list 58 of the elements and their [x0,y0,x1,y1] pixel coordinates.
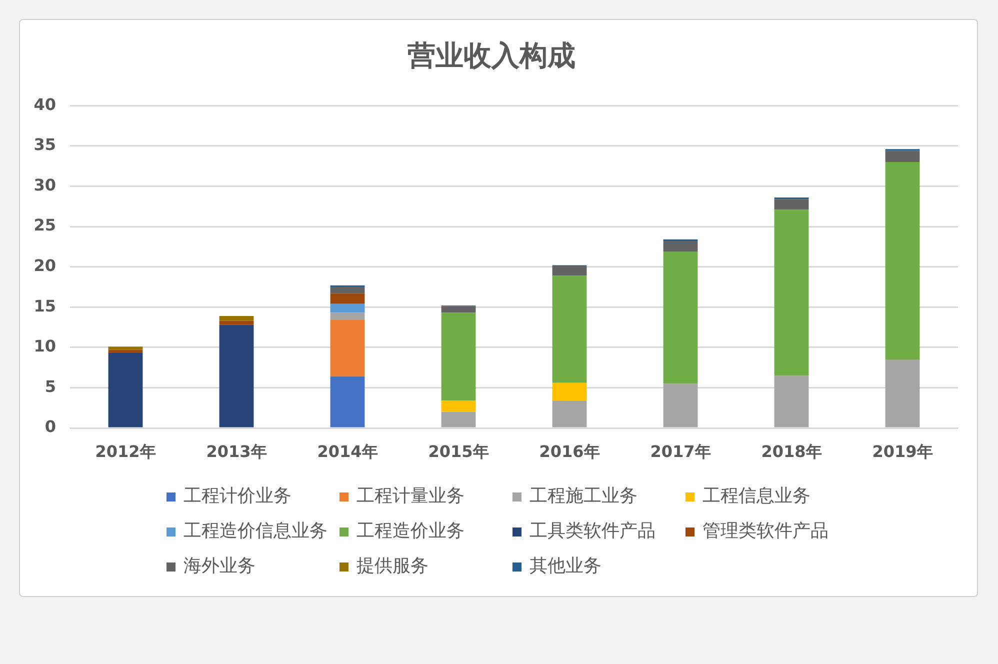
x-tick-label: 2018年 [761,442,822,461]
bar [441,400,476,412]
bar [774,376,809,428]
bar [774,199,809,210]
bar [330,304,365,313]
bar [885,162,920,360]
bar [552,400,587,428]
bar [108,353,143,428]
bar [330,286,365,294]
legend-label: 工程造价业务 [356,520,464,542]
bar [330,320,365,376]
legend-label: 工程造价信息业务 [184,520,328,542]
bar [774,210,809,376]
bar [885,150,920,162]
y-tick-label: 35 [34,135,56,154]
legend-label: 工程计价业务 [184,486,292,507]
bar [219,316,254,321]
legend-label: 工程计量业务 [356,486,464,507]
y-tick-label: 30 [34,175,56,194]
legend-label: 管理类软件产品 [702,520,828,542]
bar [219,324,254,428]
bar [663,384,698,428]
bar [552,382,587,401]
x-tick-label: 2017年 [650,442,711,461]
x-tick-label: 2015年 [428,442,489,461]
bar [330,376,365,428]
bar [441,312,476,401]
x-tick-label: 2013年 [206,442,267,461]
legend-label: 工程施工业务 [530,486,638,507]
y-tick-label: 10 [34,336,56,356]
y-tick-label: 15 [34,296,56,316]
bar [663,241,698,252]
x-tick-label: 2019年 [872,442,933,461]
bar [552,276,587,383]
x-tick-label: 2014年 [317,442,378,461]
chart-title: 营业收入构成 [406,39,576,72]
y-tick-label: 20 [34,256,56,275]
bar [330,312,365,320]
bar [552,266,587,276]
y-tick-label: 5 [44,376,56,396]
x-tick-label: 2016年 [539,442,600,461]
legend-label: 其他业务 [530,556,602,577]
y-tick-label: 0 [44,417,56,436]
bar [108,346,143,350]
bar [441,306,476,313]
legend-label: 海外业务 [184,556,256,577]
bar [885,359,920,428]
bar [663,251,698,384]
bar [108,350,143,354]
bar [219,320,254,325]
y-tick-label: 40 [34,94,56,114]
x-tick-label: 2012年 [95,442,156,461]
legend-label: 提供服务 [356,556,428,577]
y-tick-label: 25 [34,216,56,235]
bar [441,412,476,428]
legend-label: 工具类软件产品 [530,520,656,542]
bar [330,293,365,304]
legend-label: 工程信息业务 [702,486,810,507]
